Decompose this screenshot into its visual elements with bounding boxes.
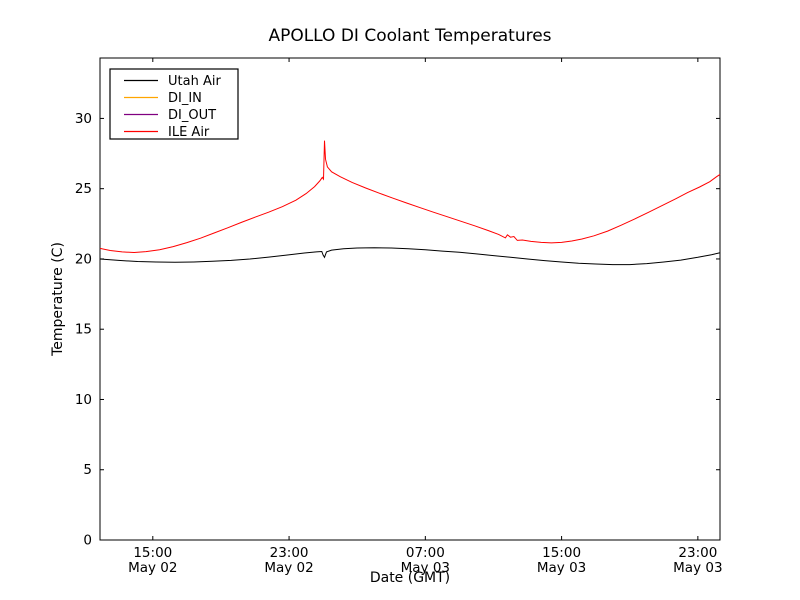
series-line-ile-air — [99, 140, 721, 254]
series-line-utah-air — [99, 247, 721, 266]
y-axis-label: Temperature (C) — [50, 242, 66, 357]
x-tick-label-time: 23:00 — [678, 545, 717, 561]
x-axis-label: Date (GMT) — [370, 570, 450, 586]
y-tick-label: 0 — [83, 533, 92, 549]
legend-label: DI_IN — [168, 91, 202, 106]
x-tick-label-date: May 03 — [401, 560, 450, 576]
legend: Utah Air DI_IN DI_OUT ILE Air — [109, 68, 239, 140]
plot-frame — [99, 57, 721, 541]
legend-label: ILE Air — [168, 125, 210, 140]
y-tick-label: 30 — [75, 111, 92, 127]
x-tick-label-date: May 03 — [673, 560, 722, 576]
legend-label: Utah Air — [168, 74, 221, 89]
y-tick-label: 25 — [75, 181, 92, 197]
y-tick-label: 10 — [75, 392, 92, 408]
x-tick-label-date: May 02 — [128, 560, 177, 576]
x-tick-label-date: May 02 — [264, 560, 313, 576]
x-tick-label-time: 23:00 — [270, 545, 309, 561]
chart-title: APOLLO DI Coolant Temperatures — [268, 26, 551, 46]
x-tick-label-date: May 03 — [537, 560, 586, 576]
x-tick-label-time: 07:00 — [406, 545, 445, 561]
y-tick-label: 15 — [75, 322, 92, 338]
legend-label: DI_OUT — [168, 108, 216, 123]
y-tick-label: 20 — [75, 251, 92, 267]
x-tick-label-time: 15:00 — [133, 545, 172, 561]
series-lines — [99, 140, 721, 266]
y-tick-label: 5 — [83, 462, 92, 478]
x-tick-label-time: 15:00 — [542, 545, 581, 561]
